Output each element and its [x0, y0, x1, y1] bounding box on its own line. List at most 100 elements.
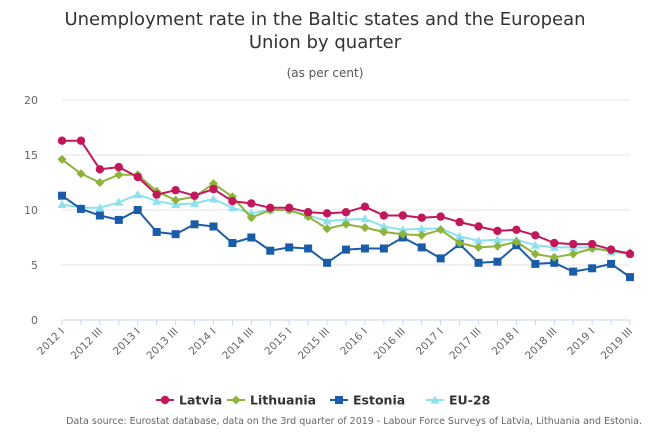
y-tick-label: 0	[31, 314, 38, 327]
data-point-estonia	[607, 259, 616, 268]
data-point-estonia	[95, 211, 104, 220]
y-tick-label: 5	[31, 259, 38, 272]
data-point-estonia	[171, 230, 180, 239]
data-point-latvia	[606, 245, 616, 254]
data-point-eu-28	[417, 224, 427, 233]
data-point-lithuania	[57, 154, 67, 164]
data-point-eu-28	[379, 222, 389, 230]
legend-label-lithuania: Lithuania	[250, 393, 316, 408]
data-point-latvia	[95, 165, 105, 174]
data-source-note: Data source: Eurostat database, data on …	[66, 416, 642, 427]
data-point-estonia	[436, 254, 445, 263]
data-point-lithuania	[322, 224, 332, 234]
data-point-estonia	[266, 246, 275, 255]
y-tick-label: 20	[24, 94, 38, 107]
data-point-latvia	[190, 191, 199, 200]
data-point-estonia	[493, 257, 502, 266]
data-point-estonia	[417, 243, 426, 252]
data-point-eu-28	[455, 231, 465, 240]
x-tick-label: 2015 I	[262, 326, 294, 358]
data-point-latvia	[436, 212, 445, 221]
data-point-lithuania	[511, 237, 521, 247]
data-point-latvia	[209, 184, 218, 194]
data-point-latvia	[341, 208, 351, 217]
x-tick-label: 2018 I	[490, 326, 522, 358]
x-tick-label: 2015 III	[296, 326, 332, 362]
legend-label-eu-28: EU-28	[449, 393, 490, 408]
data-point-latvia	[398, 211, 407, 220]
data-point-latvia	[625, 249, 635, 259]
data-point-lithuania	[549, 252, 559, 262]
data-point-eu-28	[474, 236, 484, 245]
data-point-lithuania	[379, 227, 389, 237]
x-tick-label: 2016 I	[338, 326, 370, 358]
legend-marker-lithuania	[231, 395, 241, 405]
data-point-latvia	[133, 172, 142, 182]
legend-label-estonia: Estonia	[353, 393, 405, 408]
data-point-eu-28	[152, 196, 162, 205]
data-point-estonia	[474, 258, 483, 267]
data-point-estonia	[379, 244, 388, 253]
data-point-latvia	[587, 239, 597, 249]
data-point-lithuania	[76, 169, 86, 179]
data-point-eu-28	[114, 197, 124, 206]
data-point-lithuania	[455, 238, 465, 248]
data-point-lithuania	[474, 242, 484, 252]
data-point-estonia	[228, 239, 237, 247]
data-point-latvia	[417, 213, 426, 222]
data-point-estonia	[76, 204, 85, 213]
x-tick-label: 2013 I	[111, 326, 143, 358]
data-point-eu-28	[227, 203, 237, 212]
chart-title: Unemployment rate in the Baltic states a…	[0, 8, 650, 54]
x-tick-label: 2017 I	[414, 326, 446, 358]
data-point-latvia	[569, 239, 578, 249]
data-point-estonia	[342, 245, 350, 254]
data-point-latvia	[285, 203, 294, 212]
data-point-lithuania	[341, 219, 351, 229]
legend-marker-estonia	[335, 396, 343, 404]
chart-title-line1: Unemployment rate in the Baltic states a…	[64, 9, 586, 30]
data-point-latvia	[76, 136, 86, 145]
x-tick-label: 2019 III	[599, 326, 635, 362]
data-point-eu-28	[492, 235, 502, 244]
x-tick-label: 2019 I	[565, 326, 597, 358]
data-point-lithuania	[360, 223, 370, 233]
data-point-estonia	[360, 244, 369, 253]
x-tick-label: 2013 III	[144, 326, 180, 362]
data-point-lithuania	[171, 195, 181, 205]
x-tick-label: 2012 III	[69, 326, 105, 362]
data-point-estonia	[588, 264, 597, 273]
x-tick-label: 2012 I	[35, 326, 67, 358]
data-point-estonia	[190, 220, 199, 229]
data-point-estonia	[247, 233, 256, 242]
x-tick-label: 2014 III	[220, 326, 256, 362]
data-point-lithuania	[398, 229, 408, 239]
data-point-eu-28	[190, 198, 200, 207]
data-point-eu-28	[57, 200, 67, 208]
chart-title-line2: Union by quarter	[248, 32, 402, 53]
data-point-latvia	[57, 136, 67, 145]
data-point-latvia	[531, 231, 540, 240]
data-point-estonia	[114, 215, 123, 224]
data-point-lithuania	[114, 170, 124, 180]
data-point-estonia	[531, 259, 540, 268]
data-point-estonia	[152, 228, 161, 236]
data-point-estonia	[550, 258, 559, 267]
data-point-lithuania	[95, 178, 105, 187]
data-point-latvia	[550, 238, 559, 248]
data-point-latvia	[152, 190, 161, 199]
chart-subtitle: (as per cent)	[286, 66, 364, 80]
y-tick-label: 15	[24, 149, 38, 162]
data-point-lithuania	[492, 241, 502, 251]
y-tick-label: 10	[24, 204, 38, 217]
legend-marker-latvia	[160, 395, 170, 405]
data-point-latvia	[266, 203, 275, 212]
data-point-eu-28	[322, 216, 332, 225]
data-point-latvia	[379, 211, 389, 220]
data-point-latvia	[474, 222, 483, 231]
data-point-latvia	[493, 226, 502, 236]
data-point-lithuania	[568, 249, 578, 259]
data-point-latvia	[455, 217, 464, 227]
data-point-latvia	[512, 225, 521, 234]
